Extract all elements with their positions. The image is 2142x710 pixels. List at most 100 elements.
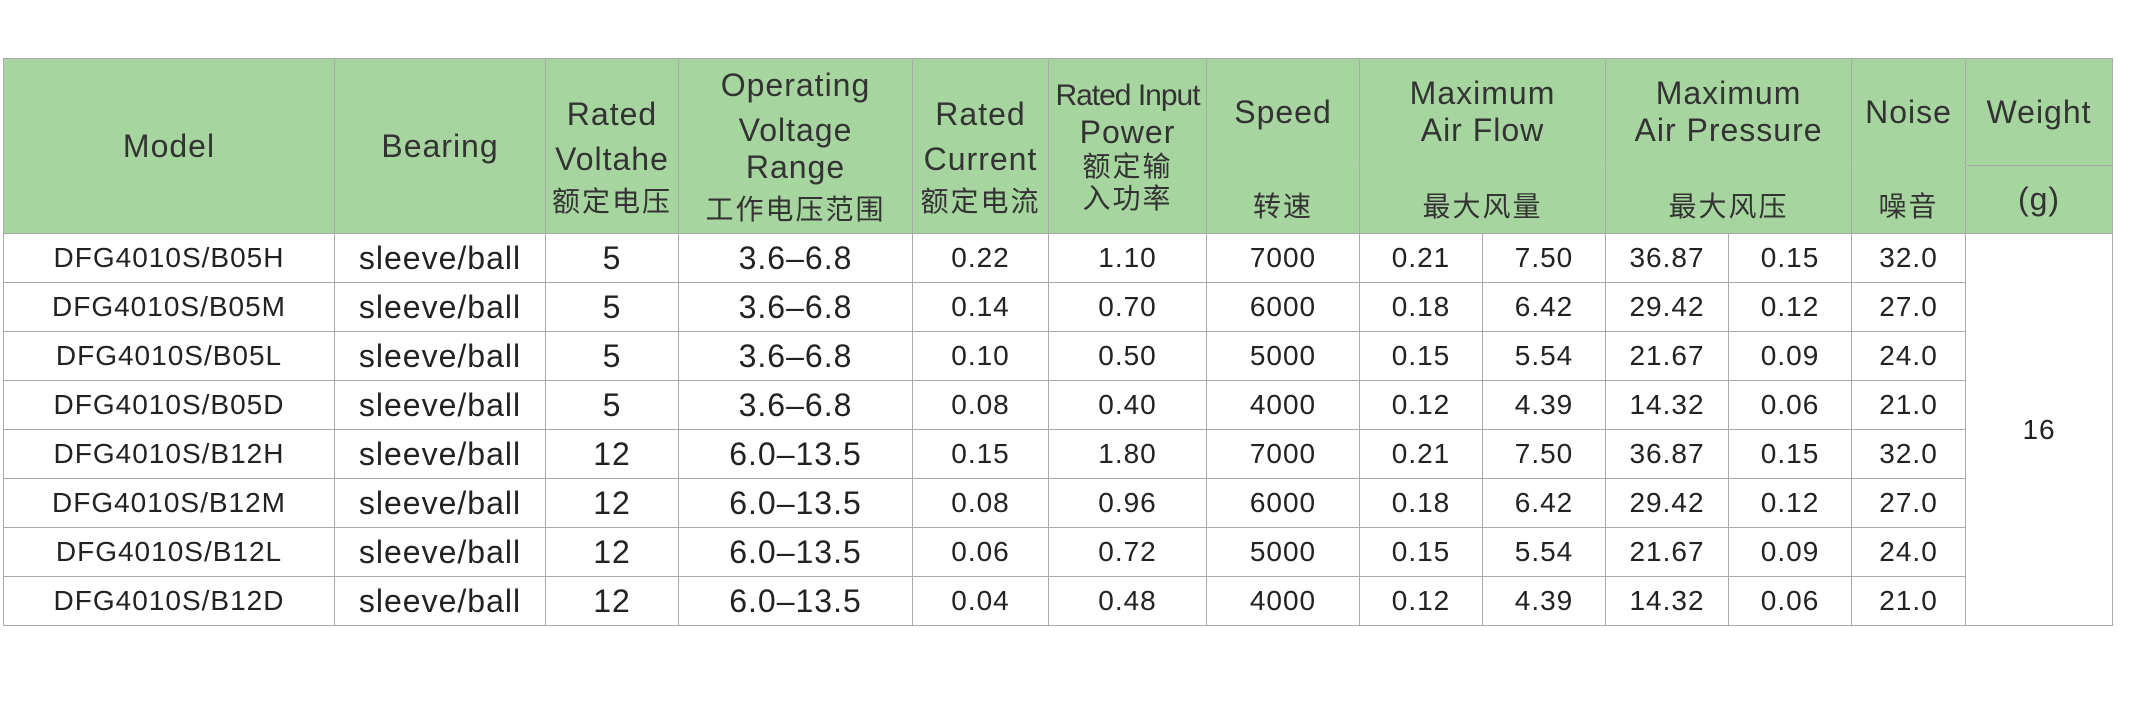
cell-bearing: sleeve/ball <box>334 429 546 479</box>
cell-voltage-range: 6.0–13.5 <box>678 478 913 528</box>
weight-unit: (g) <box>2017 181 2061 217</box>
col-header-max-air-flow: Maximum Air Flow <box>1358 58 1607 166</box>
cell-voltage-range: 3.6–6.8 <box>678 331 913 381</box>
col-header-weight: Weight <box>1965 58 2114 166</box>
cell-voltage-range: 6.0–13.5 <box>678 429 913 479</box>
table-row: DFG4010S/B12H sleeve/ball 12 6.0–13.5 0.… <box>3 429 2113 479</box>
table-row: DFG4010S/B05D sleeve/ball 5 3.6–6.8 0.08… <box>3 380 2113 430</box>
col-header-rated-input-power: Rated Input Power 额定输 入功率 <box>1048 58 1207 234</box>
cell-power: 0.70 <box>1048 282 1207 332</box>
cell-airflow-b: 6.42 <box>1481 478 1607 528</box>
speed-en: Speed <box>1234 93 1332 130</box>
cell-noise: 24.0 <box>1851 527 1967 577</box>
cell-pressure-a: 36.87 <box>1605 429 1730 479</box>
cell-rated-voltage: 5 <box>545 331 679 381</box>
cell-speed: 5000 <box>1206 331 1360 381</box>
noise-en: Noise <box>1865 93 1952 130</box>
cell-current: 0.08 <box>912 478 1049 528</box>
table-row: DFG4010S/B05H sleeve/ball 5 3.6–6.8 0.22… <box>3 233 2114 626</box>
cell-pressure-b: 0.06 <box>1728 380 1853 430</box>
cell-current: 0.08 <box>912 380 1049 430</box>
cell-noise: 24.0 <box>1851 331 1967 381</box>
cell-pressure-b: 0.09 <box>1728 527 1853 577</box>
cell-airflow-b: 4.39 <box>1481 576 1607 626</box>
max-air-pressure-en-line2: Air Pressure <box>1634 112 1823 148</box>
cell-airflow-b: 5.54 <box>1481 527 1607 577</box>
cell-pressure-a: 14.32 <box>1605 576 1730 626</box>
table-row: DFG4010S/B05M sleeve/ball 5 3.6–6.8 0.14… <box>3 282 2113 332</box>
col-header-rated-voltage: Rated Voltahe 额定电压 <box>545 58 679 234</box>
col-subheader-max-air-pressure: 最大风压 <box>1605 165 1853 234</box>
col-subheader-max-air-flow: 最大风量 <box>1358 165 1607 234</box>
cell-rated-voltage: 12 <box>545 478 679 528</box>
cell-noise: 27.0 <box>1851 282 1967 332</box>
col-header-model: Model <box>3 58 335 234</box>
cell-airflow-b: 6.42 <box>1481 282 1607 332</box>
max-air-pressure-en-line1: Maximum <box>1655 75 1802 111</box>
cell-voltage-range: 3.6–6.8 <box>678 282 913 332</box>
col-header-operating-voltage: Operating Voltage Range 工作电压范围 <box>678 58 913 234</box>
cell-speed: 7000 <box>1206 233 1360 283</box>
rated-current-en-line1: Rated <box>935 96 1026 132</box>
cell-bearing: sleeve/ball <box>334 576 546 626</box>
max-air-pressure-zh: 最大风压 <box>1668 190 1789 223</box>
col-header-bearing: Bearing <box>334 58 546 234</box>
rated-input-power-zh-line1: 额定输 <box>1082 150 1173 183</box>
cell-model: DFG4010S/B05L <box>3 331 335 381</box>
cell-bearing: sleeve/ball <box>334 380 546 430</box>
col-header-noise: Noise <box>1851 58 1967 166</box>
cell-current: 0.10 <box>912 331 1049 381</box>
cell-pressure-b: 0.09 <box>1728 331 1853 381</box>
col-subheader-speed: 转速 <box>1206 165 1360 234</box>
cell-model: DFG4010S/B12D <box>3 576 335 626</box>
cell-pressure-a: 21.67 <box>1605 527 1730 577</box>
cell-noise: 21.0 <box>1851 380 1967 430</box>
cell-pressure-a: 21.67 <box>1605 331 1730 381</box>
cell-speed: 5000 <box>1206 527 1360 577</box>
cell-current: 0.14 <box>912 282 1049 332</box>
cell-pressure-a: 36.87 <box>1605 233 1730 283</box>
cell-voltage-range: 6.0–13.5 <box>678 527 913 577</box>
cell-rated-voltage: 5 <box>545 380 679 430</box>
noise-zh: 噪音 <box>1878 190 1939 223</box>
cell-speed: 6000 <box>1206 478 1360 528</box>
table-row: DFG4010S/B12D sleeve/ball 12 6.0–13.5 0.… <box>3 576 2113 626</box>
fan-spec-table: Model Bearing Rated Voltahe 额定电压 Operati… <box>3 58 2114 626</box>
cell-pressure-b: 0.06 <box>1728 576 1853 626</box>
operating-voltage-en-line1: Operating <box>720 66 871 103</box>
cell-noise: 32.0 <box>1851 429 1967 479</box>
cell-power: 0.48 <box>1048 576 1207 626</box>
cell-model: DFG4010S/B05H <box>3 233 335 283</box>
cell-speed: 7000 <box>1206 429 1360 479</box>
cell-noise: 27.0 <box>1851 478 1967 528</box>
cell-bearing: sleeve/ball <box>334 282 546 332</box>
cell-airflow-a: 0.21 <box>1359 233 1483 283</box>
cell-weight: 16 <box>1965 233 2114 626</box>
cell-bearing: sleeve/ball <box>334 527 546 577</box>
cell-pressure-a: 29.42 <box>1605 478 1730 528</box>
cell-airflow-b: 5.54 <box>1481 331 1607 381</box>
cell-pressure-b: 0.12 <box>1728 282 1853 332</box>
rated-voltage-en-line2: Voltahe <box>555 141 669 177</box>
cell-pressure-a: 29.42 <box>1605 282 1730 332</box>
cell-noise: 32.0 <box>1851 233 1967 283</box>
cell-airflow-a: 0.12 <box>1359 380 1483 430</box>
cell-current: 0.22 <box>912 233 1049 283</box>
cell-model: DFG4010S/B12L <box>3 527 335 577</box>
col-header-bearing-label: Bearing <box>381 127 499 164</box>
cell-power: 0.40 <box>1048 380 1207 430</box>
speed-zh: 转速 <box>1252 190 1313 223</box>
cell-airflow-a: 0.12 <box>1359 576 1483 626</box>
table-row: DFG4010S/B12M sleeve/ball 12 6.0–13.5 0.… <box>3 478 2113 528</box>
col-subheader-weight-unit: (g) <box>1965 165 2114 234</box>
cell-model: DFG4010S/B05D <box>3 380 335 430</box>
table-body: DFG4010S/B05H sleeve/ball 5 3.6–6.8 0.22… <box>3 233 2114 626</box>
cell-bearing: sleeve/ball <box>334 478 546 528</box>
cell-voltage-range: 3.6–6.8 <box>678 380 913 430</box>
cell-power: 0.72 <box>1048 527 1207 577</box>
cell-rated-voltage: 12 <box>545 576 679 626</box>
cell-speed: 4000 <box>1206 380 1360 430</box>
table-row: DFG4010S/B05L sleeve/ball 5 3.6–6.8 0.10… <box>3 331 2113 381</box>
cell-model: DFG4010S/B05M <box>3 282 335 332</box>
operating-voltage-en-line2: Voltage <box>738 111 853 148</box>
